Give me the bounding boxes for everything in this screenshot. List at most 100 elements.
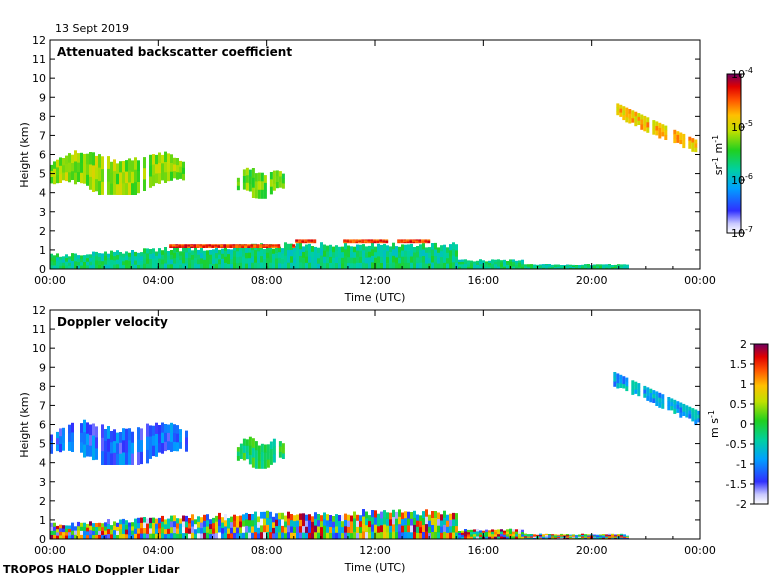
backscatter-cell xyxy=(244,245,248,247)
backscatter-cell xyxy=(235,244,239,246)
velocity-cell xyxy=(350,527,353,534)
velocity-cell xyxy=(134,528,137,535)
backscatter-cell xyxy=(290,262,293,269)
velocity-cell xyxy=(602,537,605,539)
backscatter-cell xyxy=(353,257,356,264)
velocity-cell xyxy=(125,452,128,465)
backscatter-cell xyxy=(116,163,119,175)
backscatter-cell xyxy=(257,263,260,269)
velocity-cell xyxy=(500,529,503,533)
velocity-cell xyxy=(652,398,656,403)
backscatter-cell xyxy=(527,267,530,269)
backscatter-cell xyxy=(68,162,71,173)
backscatter-cell xyxy=(128,182,131,195)
velocity-cell xyxy=(569,535,572,538)
backscatter-cell xyxy=(250,246,254,248)
velocity-cell xyxy=(248,526,251,534)
backscatter-cell xyxy=(626,264,629,267)
velocity-cell xyxy=(605,535,608,538)
backscatter-cell xyxy=(235,245,239,247)
backscatter-cell xyxy=(68,262,71,267)
velocity-cell xyxy=(242,514,245,521)
backscatter-cell xyxy=(503,266,506,269)
backscatter-cell xyxy=(488,264,491,268)
backscatter-cell xyxy=(539,266,542,269)
velocity-cell xyxy=(128,522,131,527)
backscatter-cell xyxy=(214,246,218,248)
velocity-cell xyxy=(416,514,419,521)
backscatter-cell xyxy=(470,262,473,266)
backscatter-cell xyxy=(265,245,269,247)
backscatter-cell xyxy=(296,243,299,251)
backscatter-cell xyxy=(187,246,191,248)
backscatter-cell xyxy=(452,255,455,263)
backscatter-cell xyxy=(152,253,155,259)
backscatter-cell xyxy=(368,257,371,264)
velocity-cell xyxy=(443,510,446,519)
backscatter-cell xyxy=(371,242,374,250)
velocity-cell xyxy=(164,424,167,434)
velocity-cell xyxy=(101,424,104,439)
backscatter-cell xyxy=(107,261,110,266)
backscatter-cell xyxy=(164,172,167,183)
backscatter-cell xyxy=(134,260,137,266)
backscatter-cell xyxy=(605,267,608,269)
backscatter-cell xyxy=(182,263,185,269)
backscatter-cell xyxy=(131,259,134,265)
backscatter-cell xyxy=(185,263,188,269)
backscatter-cell xyxy=(317,263,320,269)
velocity-cell xyxy=(248,532,251,539)
backscatter-cell xyxy=(196,244,200,246)
velocity-cell xyxy=(164,534,167,539)
backscatter-cell xyxy=(86,265,89,269)
velocity-cell xyxy=(560,536,563,539)
backscatter-cell xyxy=(310,240,314,243)
backscatter-xtick-label: 12:00 xyxy=(359,274,391,287)
velocity-cell xyxy=(248,436,252,447)
velocity-cell xyxy=(515,534,518,537)
velocity-cell xyxy=(158,517,161,524)
velocity-cell xyxy=(176,533,179,539)
backscatter-cell xyxy=(352,239,356,241)
velocity-cell xyxy=(646,391,650,397)
velocity-cell xyxy=(236,451,240,457)
velocity-cell xyxy=(512,534,515,537)
velocity-cell xyxy=(347,526,350,534)
backscatter-cell xyxy=(458,264,461,268)
backscatter-cell xyxy=(149,259,152,265)
backscatter-cell xyxy=(434,255,437,263)
backscatter-colorbar-tick-label: 10-7 xyxy=(731,225,753,240)
velocity-cell xyxy=(116,443,119,455)
backscatter-cell xyxy=(343,239,347,241)
backscatter-cell xyxy=(281,248,284,254)
backscatter-cell xyxy=(368,245,371,253)
velocity-cell xyxy=(170,521,173,528)
backscatter-cell xyxy=(365,246,368,253)
backscatter-cell xyxy=(215,263,218,269)
backscatter-cell xyxy=(389,263,392,269)
backscatter-cell xyxy=(503,259,506,263)
velocity-cell xyxy=(236,527,239,534)
backscatter-ytick-label: 6 xyxy=(39,149,46,162)
velocity-cell xyxy=(215,533,218,539)
velocity-cell xyxy=(458,531,461,534)
velocity-cell xyxy=(356,514,359,522)
backscatter-colorbar-ticks: 10-410-510-610-7 xyxy=(731,66,753,240)
backscatter-ytick-label: 5 xyxy=(39,168,46,181)
backscatter-cell xyxy=(368,263,371,269)
backscatter-cell xyxy=(86,164,89,176)
backscatter-cell xyxy=(628,109,632,115)
backscatter-cell xyxy=(361,240,365,243)
velocity-cell xyxy=(242,532,245,539)
backscatter-cell xyxy=(190,246,194,248)
backscatter-cell xyxy=(527,265,530,267)
backscatter-cell xyxy=(364,241,368,244)
velocity-ytick-label: 3 xyxy=(39,476,46,489)
velocity-colorbar-tick-label: 0 xyxy=(740,418,747,431)
velocity-cell xyxy=(185,521,188,528)
velocity-cell xyxy=(113,521,116,527)
backscatter-cell xyxy=(74,257,77,262)
backscatter-cell xyxy=(278,257,281,264)
backscatter-cell xyxy=(173,157,176,165)
backscatter-cell xyxy=(53,161,56,170)
